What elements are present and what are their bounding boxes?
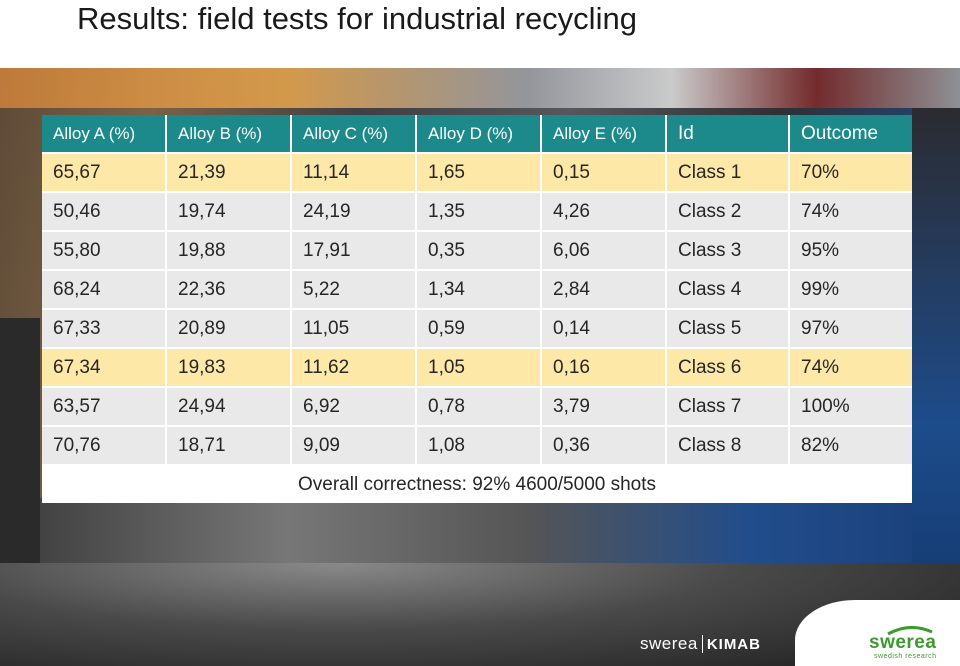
- cell-alloy-d: 1,34: [417, 271, 542, 310]
- table-header-row: Alloy A (%) Alloy B (%) Alloy C (%) Allo…: [42, 115, 912, 154]
- cell-id: Class 4: [667, 271, 790, 310]
- cell-alloy-c: 17,91: [292, 232, 417, 271]
- overall-correctness: Overall correctness: 92% 4600/5000 shots: [42, 466, 912, 503]
- cell-alloy-a: 63,57: [42, 388, 167, 427]
- cell-alloy-d: 1,05: [417, 349, 542, 388]
- table-row: 67,33 20,89 11,05 0,59 0,14 Class 5 97%: [42, 310, 912, 349]
- cell-alloy-b: 18,71: [167, 427, 292, 466]
- cell-id: Class 5: [667, 310, 790, 349]
- cell-id: Class 7: [667, 388, 790, 427]
- swerea-logo-icon: [887, 626, 933, 636]
- title-band: [0, 0, 960, 68]
- cell-alloy-a: 70,76: [42, 427, 167, 466]
- cell-alloy-e: 3,79: [542, 388, 667, 427]
- table-row: 63,57 24,94 6,92 0,78 3,79 Class 7 100%: [42, 388, 912, 427]
- cell-alloy-d: 1,65: [417, 154, 542, 193]
- cell-alloy-a: 68,24: [42, 271, 167, 310]
- summary-row: Overall correctness: 92% 4600/5000 shots: [42, 466, 912, 503]
- cell-alloy-c: 11,14: [292, 154, 417, 193]
- cell-alloy-e: 0,15: [542, 154, 667, 193]
- header-alloy-c: Alloy C (%): [292, 115, 417, 154]
- swerea-logo: swerea swedish research: [866, 626, 956, 662]
- cell-alloy-c: 6,92: [292, 388, 417, 427]
- cell-alloy-b: 19,88: [167, 232, 292, 271]
- cell-alloy-c: 24,19: [292, 193, 417, 232]
- cell-alloy-b: 24,94: [167, 388, 292, 427]
- cell-alloy-b: 19,83: [167, 349, 292, 388]
- table-row: 55,80 19,88 17,91 0,35 6,06 Class 3 95%: [42, 232, 912, 271]
- cell-alloy-e: 2,84: [542, 271, 667, 310]
- swerea-logo-tagline: swedish research: [874, 653, 937, 660]
- table-row: 50,46 19,74 24,19 1,35 4,26 Class 2 74%: [42, 193, 912, 232]
- cell-alloy-e: 0,16: [542, 349, 667, 388]
- cell-alloy-d: 1,35: [417, 193, 542, 232]
- cell-alloy-e: 4,26: [542, 193, 667, 232]
- cell-outcome: 82%: [790, 427, 912, 466]
- table-row: 67,34 19,83 11,62 1,05 0,16 Class 6 74%: [42, 349, 912, 388]
- cell-alloy-a: 67,34: [42, 349, 167, 388]
- cell-alloy-e: 0,36: [542, 427, 667, 466]
- cell-outcome: 74%: [790, 349, 912, 388]
- cell-outcome: 70%: [790, 154, 912, 193]
- header-alloy-e: Alloy E (%): [542, 115, 667, 154]
- cell-outcome: 99%: [790, 271, 912, 310]
- cell-alloy-c: 9,09: [292, 427, 417, 466]
- cell-alloy-a: 50,46: [42, 193, 167, 232]
- cell-alloy-b: 21,39: [167, 154, 292, 193]
- slide-title: Results: field tests for industrial recy…: [77, 1, 637, 36]
- header-alloy-a: Alloy A (%): [42, 115, 167, 154]
- cell-id: Class 1: [667, 154, 790, 193]
- cell-outcome: 74%: [790, 193, 912, 232]
- header-alloy-b: Alloy B (%): [167, 115, 292, 154]
- cell-outcome: 100%: [790, 388, 912, 427]
- header-outcome: Outcome: [790, 115, 912, 154]
- cell-outcome: 97%: [790, 310, 912, 349]
- cell-alloy-d: 1,08: [417, 427, 542, 466]
- cell-alloy-b: 20,89: [167, 310, 292, 349]
- cell-id: Class 6: [667, 349, 790, 388]
- cell-alloy-e: 0,14: [542, 310, 667, 349]
- cell-id: Class 8: [667, 427, 790, 466]
- cell-alloy-b: 22,36: [167, 271, 292, 310]
- cell-alloy-c: 5,22: [292, 271, 417, 310]
- header-id: Id: [667, 115, 790, 154]
- cell-alloy-d: 0,59: [417, 310, 542, 349]
- swerea-logo-word: swerea: [869, 632, 937, 653]
- header-alloy-d: Alloy D (%): [417, 115, 542, 154]
- cell-alloy-c: 11,62: [292, 349, 417, 388]
- kimab-logo-right: KIMAB: [706, 635, 761, 653]
- table-row: 68,24 22,36 5,22 1,34 2,84 Class 4 99%: [42, 271, 912, 310]
- cell-alloy-a: 67,33: [42, 310, 167, 349]
- cell-alloy-c: 11,05: [292, 310, 417, 349]
- footer-corner: [795, 600, 960, 666]
- cell-alloy-d: 0,78: [417, 388, 542, 427]
- table-row: 65,67 21,39 11,14 1,65 0,15 Class 1 70%: [42, 154, 912, 193]
- cell-alloy-a: 65,67: [42, 154, 167, 193]
- results-table: Alloy A (%) Alloy B (%) Alloy C (%) Allo…: [42, 115, 912, 503]
- cell-id: Class 2: [667, 193, 790, 232]
- cell-alloy-a: 55,80: [42, 232, 167, 271]
- kimab-logo-left: swerea: [640, 634, 698, 653]
- cell-alloy-d: 0,35: [417, 232, 542, 271]
- swerea-kimab-logo: swerea KIMAB: [640, 632, 761, 656]
- cell-alloy-e: 6,06: [542, 232, 667, 271]
- table-row: 70,76 18,71 9,09 1,08 0,36 Class 8 82%: [42, 427, 912, 466]
- cell-id: Class 3: [667, 232, 790, 271]
- cell-alloy-b: 19,74: [167, 193, 292, 232]
- cell-outcome: 95%: [790, 232, 912, 271]
